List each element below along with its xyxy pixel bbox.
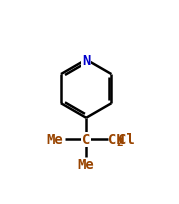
Text: C: C xyxy=(82,133,90,146)
Text: N: N xyxy=(82,53,90,67)
Text: CH: CH xyxy=(108,133,125,146)
Text: Cl: Cl xyxy=(118,133,135,146)
Text: Me: Me xyxy=(47,133,63,146)
Text: Me: Me xyxy=(78,157,95,172)
Text: 2: 2 xyxy=(116,137,123,147)
